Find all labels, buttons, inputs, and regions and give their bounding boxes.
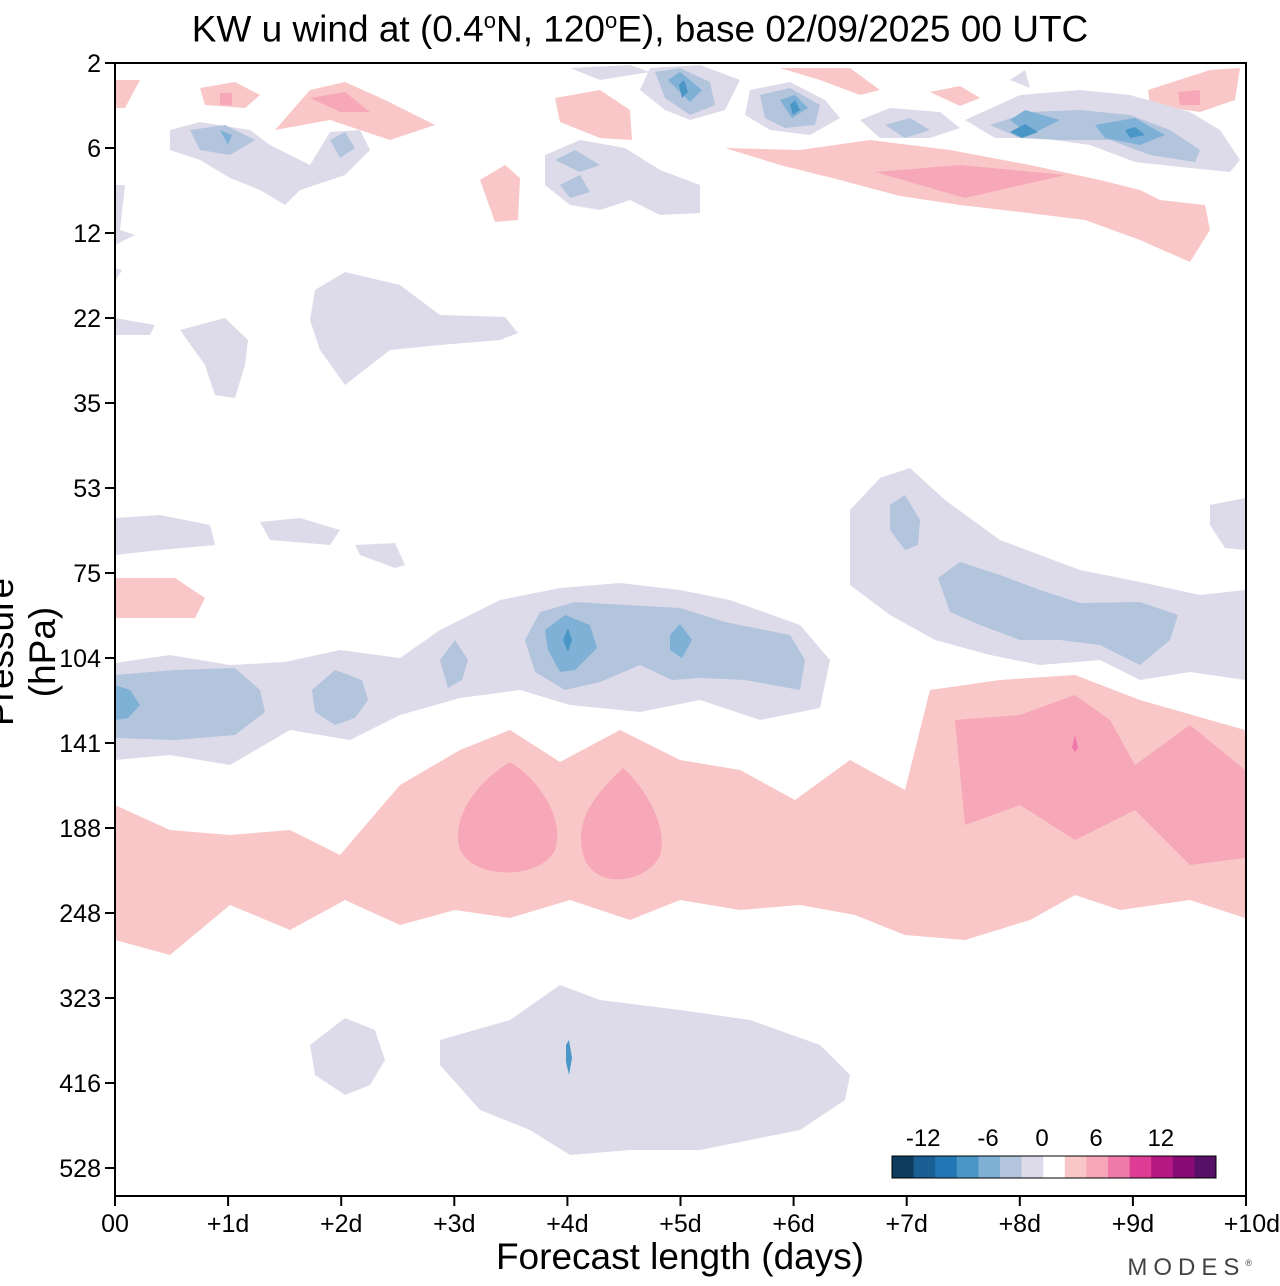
colorbar-legend: -12 -6 0 6 12: [891, 1125, 1217, 1179]
colorbar-swatch: [935, 1156, 958, 1178]
positive-max-8.5d: [955, 695, 1245, 865]
colorbar-swatch: [1043, 1156, 1066, 1178]
y-tick-label: 248: [59, 900, 101, 928]
colorbar-swatch: [1086, 1156, 1109, 1178]
y-tick-label: 104: [59, 645, 101, 673]
positive-stratosphere-right: [1148, 68, 1240, 112]
y-tick-label: 323: [59, 985, 101, 1013]
positive-upper-left-stub: [115, 578, 205, 618]
colorbar-swatch: [1108, 1156, 1131, 1178]
colorbar-label: -12: [906, 1125, 941, 1152]
y-tick-label: 22: [73, 305, 101, 333]
colorbar-swatch: [913, 1156, 936, 1178]
colorbar-swatch: [1172, 1156, 1195, 1178]
y-tick-label: 6: [87, 135, 101, 163]
positive-core-8.5d: [1072, 735, 1078, 752]
colorbar-frame: [891, 1155, 1217, 1179]
x-tick-label: +7d: [885, 1210, 927, 1238]
x-tick-label: +1d: [207, 1210, 249, 1238]
negative-core-8d: [890, 495, 1178, 665]
colorbar-swatch: [956, 1156, 979, 1178]
negative-left-strip: [115, 498, 1245, 568]
negative-22hpa-1d: [115, 318, 248, 398]
x-axis: 00 +1d +2d +3d +4d +5d +6d +7d +8d +9d +10d: [101, 1196, 1280, 1238]
negative-core-110hpa-2d: [312, 670, 368, 725]
y-tick-label: 141: [59, 730, 101, 758]
positive-stratosphere-max: [875, 165, 1065, 198]
x-tick-label: 00: [101, 1210, 129, 1238]
colorbar-swatch: [892, 1156, 915, 1178]
negative-mid-troposphere: [440, 985, 850, 1155]
colorbar-swatch: [1064, 1156, 1087, 1178]
y-tick-label: 416: [59, 1070, 101, 1098]
colorbar-swatch: [978, 1156, 1001, 1178]
x-tick-label: +5d: [659, 1210, 701, 1238]
colorbar-label: 0: [1035, 1125, 1048, 1152]
contour-fills: [115, 65, 1245, 1155]
positive-stratosphere-band: [725, 140, 1210, 262]
y-tick-label: 2: [87, 50, 101, 78]
x-tick-label: +3d: [433, 1210, 475, 1238]
colorbar-label: 6: [1089, 1125, 1102, 1152]
negative-left-small: [115, 185, 135, 282]
x-tick-label: +10d: [1224, 1210, 1280, 1238]
x-tick-label: +9d: [1112, 1210, 1154, 1238]
negative-22hpa-2d: [310, 272, 518, 385]
colorbar-swatch: [1000, 1156, 1023, 1178]
y-tick-label: 35: [73, 390, 101, 418]
y-axis: 2 6 12 22 35 53 75 104 141 188 248 323 416 528: [59, 50, 115, 1183]
x-tick-label: +8d: [999, 1210, 1041, 1238]
y-tick-label: 12: [73, 220, 101, 248]
x-axis-label: Forecast length (days): [495, 1236, 865, 1277]
modes-logo: MODES®: [1127, 1254, 1252, 1281]
colorbar-swatch: [1151, 1156, 1174, 1178]
colorbar-swatch: [1021, 1156, 1044, 1178]
colorbar-swatch: [1194, 1156, 1217, 1178]
x-tick-label: +4d: [546, 1210, 588, 1238]
x-tick-label: +2d: [320, 1210, 362, 1238]
colorbar-label: -6: [977, 1125, 998, 1152]
y-tick-label: 528: [59, 1155, 101, 1183]
negative-core-4d-6d: [525, 602, 805, 690]
negative-core-110hpa-left: [115, 668, 265, 740]
negative-small-troposphere-2d: [310, 1018, 385, 1095]
y-tick-label: 188: [59, 815, 101, 843]
y-tick-label: 53: [73, 475, 101, 503]
colorbar-swatch: [1129, 1156, 1152, 1178]
positive-max-4.5d: [580, 768, 662, 880]
x-tick-label: +6d: [772, 1210, 814, 1238]
negative-core-3d: [440, 640, 468, 688]
colorbar-label: 12: [1147, 1125, 1174, 1152]
positive-max-3.5d: [458, 762, 558, 873]
negative-band-day7-10: [850, 468, 1245, 680]
y-tick-label: 75: [73, 560, 101, 588]
y-axis-label: Pressure (hPa): [0, 577, 63, 727]
chart-title: KW u wind at (0.4oN, 120oE), base 02/09/…: [191, 8, 1089, 50]
